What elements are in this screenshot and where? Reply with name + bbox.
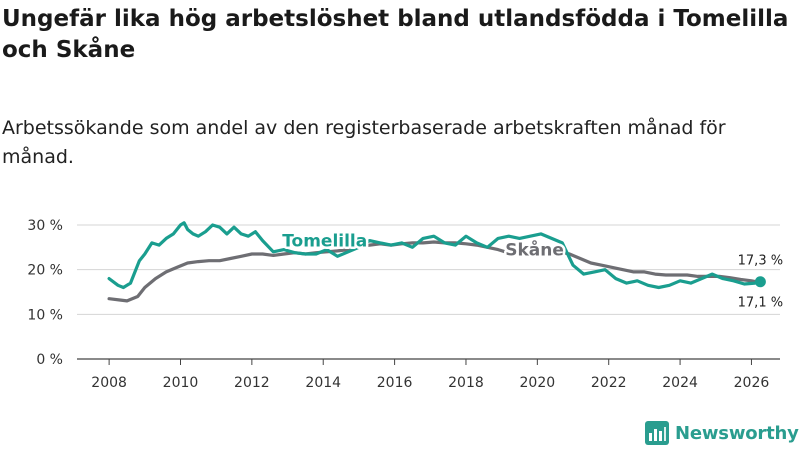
tomelilla-end-value: 17,3 %17,3 % [735, 251, 785, 271]
tomelilla-series-label-text: Tomelilla [282, 231, 367, 251]
x-tick-label: 2018 [448, 375, 484, 391]
tomelilla-end-point [754, 276, 766, 288]
y-tick-label: 30 % [27, 218, 63, 234]
newsworthy-logo[interactable]: Newsworthy [645, 421, 799, 445]
skane-end-value: 17,1 %17,1 % [735, 293, 785, 313]
skane-end-value-text: 17,1 % [738, 296, 783, 311]
series-lines [107, 221, 762, 303]
x-tick-label: 2022 [591, 375, 627, 391]
chart-title: Ungefär lika hög arbetslöshet bland utla… [2, 6, 789, 63]
tomelilla-end-value-text: 17,3 % [738, 254, 783, 269]
y-tick-label: 0 % [36, 352, 63, 368]
x-tick-label: 2024 [662, 375, 698, 391]
skane-end-value-halo: 17,1 % [738, 296, 783, 311]
x-axis: 2008 2010 2012 2014 2016 2018 2020 2022 2024 2026 [91, 359, 769, 391]
series-line-tomelilla [107, 221, 762, 290]
x-tick-label: 2008 [91, 375, 127, 391]
x-tick-label: 2016 [377, 375, 413, 391]
bar-chart-logo-icon [645, 421, 669, 445]
tomelilla-end-value-halo: 17,3 % [738, 254, 783, 269]
x-tick-label: 2026 [734, 375, 770, 391]
x-tick-label: 2020 [520, 375, 556, 391]
y-axis-tick-labels: 0 % 10 % 20 % 30 % [27, 218, 63, 368]
x-tick-label: 2014 [305, 375, 341, 391]
tomelilla-series-label-halo: Tomelilla [282, 231, 367, 251]
y-tick-label: 20 % [27, 263, 63, 279]
skane-series-label-text: Skåne [505, 238, 564, 260]
x-tick-label: 2012 [234, 375, 270, 391]
brand-name: Newsworthy [675, 422, 799, 444]
y-gridlines [77, 224, 780, 360]
x-tick-label: 2010 [163, 375, 199, 391]
line-chart: 0 % 10 % 20 % 30 % 2008 2010 2012 2014 2016 2018… [27, 218, 786, 391]
chart-subtitle: Arbetssökande som andel av den registerb… [2, 117, 726, 168]
series-line-skane [107, 240, 762, 303]
y-tick-label: 10 % [27, 307, 63, 323]
skane-series-label-halo: Skåne [505, 238, 564, 260]
